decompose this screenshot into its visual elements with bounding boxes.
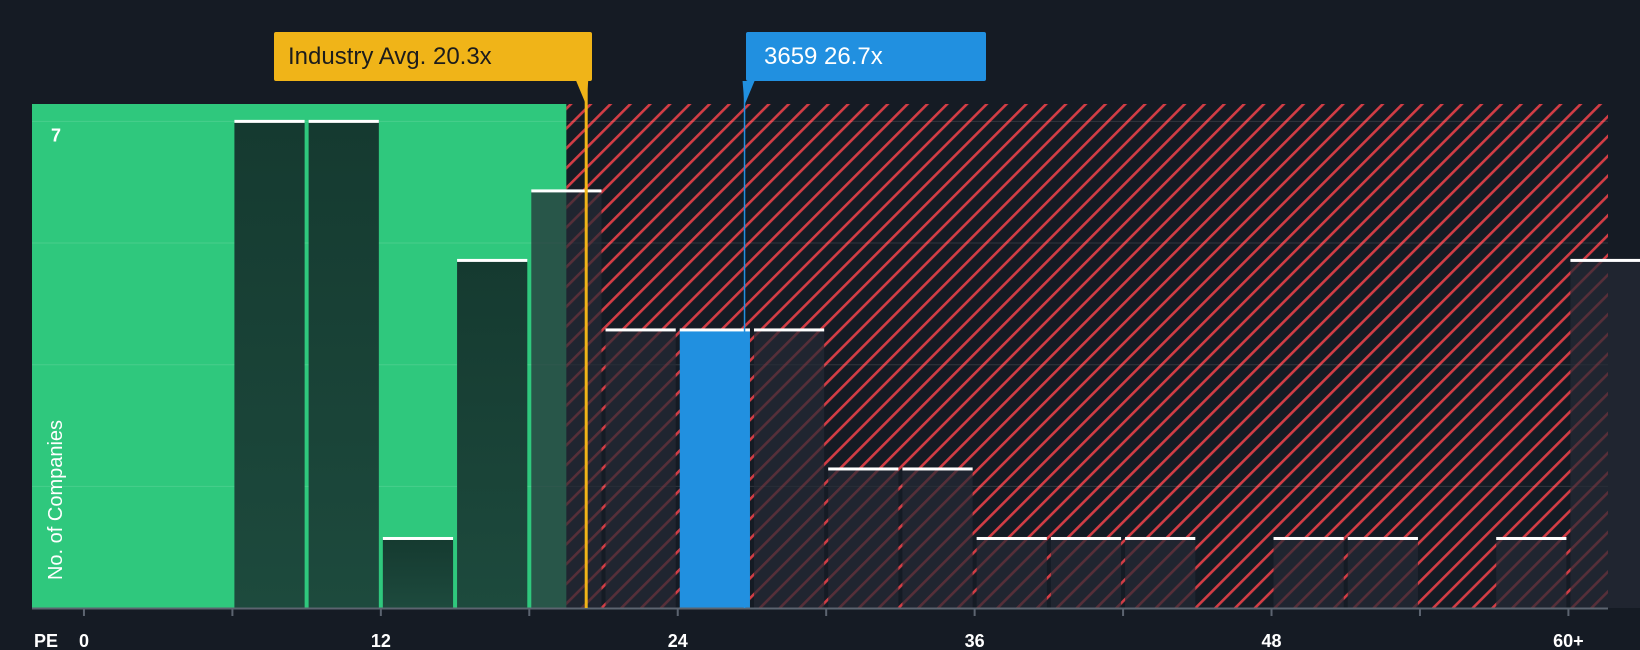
company-bar: [679, 329, 750, 608]
bar-top-marker: [976, 536, 1047, 540]
bar-top-marker: [308, 119, 379, 123]
y-tick-label: 7: [51, 125, 61, 145]
histogram-bar: [1125, 538, 1196, 608]
histogram-bar: [1273, 538, 1344, 608]
bar-top-marker: [1273, 536, 1344, 540]
histogram-bar: [382, 538, 454, 608]
company-callout-box: [746, 32, 986, 81]
y-axis-title: No. of Companies: [45, 420, 67, 580]
bar-top-marker: [382, 536, 454, 540]
company-callout-label: 3659 26.7x: [764, 43, 883, 70]
histogram-bar: [976, 538, 1047, 608]
bar-top-marker: [234, 119, 305, 123]
bar-top-marker: [1570, 258, 1640, 262]
industry-callout-label: Industry Avg. 20.3x: [288, 43, 492, 70]
bar-top-marker: [1125, 536, 1196, 540]
histogram-bar: [753, 329, 825, 608]
x-tick-label: 60+: [1553, 631, 1584, 650]
bar-top-marker: [531, 189, 602, 193]
histogram-bar: [1570, 260, 1640, 608]
bar-top-marker: [902, 467, 973, 471]
bar-top-marker: [753, 328, 825, 332]
x-tick-label: 36: [965, 631, 985, 650]
bar-top-marker: [1347, 536, 1418, 540]
x-tick-label: 0: [79, 631, 89, 650]
histogram-bar: [457, 260, 528, 608]
bar-top-marker: [679, 328, 750, 332]
bar-top-marker: [1496, 536, 1567, 540]
histogram-bar: [308, 121, 379, 609]
bar-top-marker: [605, 328, 676, 332]
histogram-bar: [1050, 538, 1122, 608]
industry-callout-box: [274, 32, 592, 81]
bar-top-marker: [828, 467, 899, 471]
x-tick-label: 48: [1262, 631, 1282, 650]
histogram-bar: [605, 329, 676, 608]
bar-top-marker: [1050, 536, 1122, 540]
bar-top-marker: [457, 258, 528, 262]
histogram-bar: [234, 121, 305, 609]
x-tick-label: 12: [371, 631, 391, 650]
histogram-bar: [1347, 538, 1418, 608]
x-tick-label: 24: [668, 631, 688, 650]
x-axis-title: PE: [34, 631, 58, 650]
company-callout-pointer: [742, 81, 755, 105]
histogram-bar: [531, 190, 602, 608]
industry-callout-pointer: [576, 81, 589, 105]
histogram-bar: [1496, 538, 1567, 608]
histogram-bar: [828, 468, 899, 608]
histogram-bar: [902, 468, 973, 608]
